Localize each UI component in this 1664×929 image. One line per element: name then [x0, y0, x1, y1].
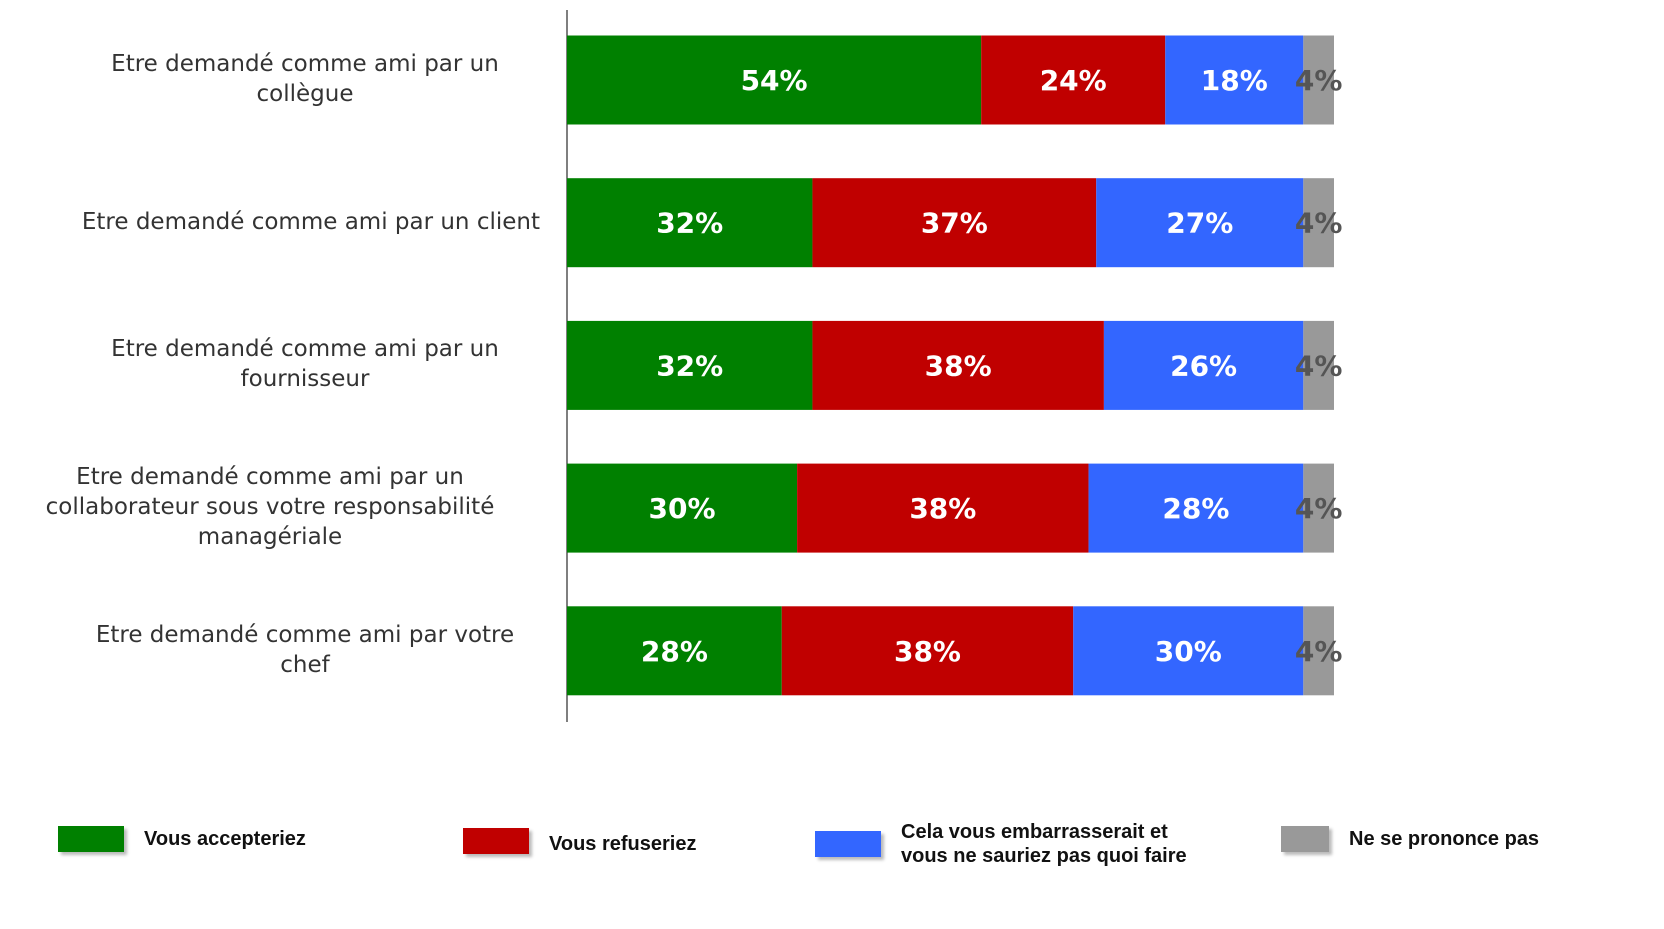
bar-segment [1303, 463, 1334, 553]
bar-segment [1103, 320, 1304, 410]
bar-segment [1303, 35, 1334, 125]
bar-segment [812, 320, 1104, 410]
value-label: 4% [1295, 64, 1343, 97]
bar-segment [781, 606, 1074, 696]
category-label: Etre demandé comme ami par votre chef [95, 621, 515, 678]
legend-item: Ne se prononce pas [1281, 826, 1539, 852]
value-label: 37% [921, 207, 988, 240]
bar-segment [567, 463, 798, 553]
value-label: 38% [925, 349, 992, 382]
category-label: Etre demandé comme ami par un collègue [111, 51, 499, 107]
legend-swatch [58, 826, 124, 852]
value-label: 18% [1201, 64, 1268, 97]
value-label: 32% [656, 207, 723, 240]
value-label: 4% [1295, 207, 1343, 240]
bar-segment [1303, 606, 1334, 696]
bar-segment [567, 320, 813, 410]
legend-label: Ne se prononce pas [1349, 828, 1540, 850]
value-label: 26% [1170, 349, 1237, 382]
value-label: 30% [649, 492, 716, 525]
legend-swatch [1281, 826, 1329, 852]
value-label: 28% [641, 635, 708, 668]
legend-item: Vous refuseriez [463, 826, 696, 856]
legend-label: Cela vous embarrasserait et vous ne saur… [901, 821, 1187, 867]
value-label: 30% [1155, 635, 1222, 668]
bar-segment [1303, 178, 1334, 268]
value-label: 28% [1162, 492, 1229, 525]
legend-swatch [463, 828, 529, 854]
bar-segment [1088, 463, 1304, 553]
bar-segment [1165, 35, 1304, 125]
bar-segment [1303, 320, 1334, 410]
legend-label: Vous refuseriez [549, 833, 697, 855]
value-label: 27% [1166, 207, 1233, 240]
legend-item: Cela vous embarrasserait et vous ne saur… [815, 820, 1211, 868]
legend-item: Vous accepteriez [58, 826, 306, 852]
bar-segment [812, 178, 1097, 268]
value-label: 4% [1295, 349, 1343, 382]
category-label: Etre demandé comme ami par un fournisseu… [111, 336, 499, 393]
bar-segment [567, 35, 982, 125]
legend-swatch [815, 831, 881, 857]
value-label: 38% [909, 492, 976, 525]
value-label: 4% [1295, 492, 1343, 525]
bar-segment [981, 35, 1166, 125]
value-label: 32% [656, 349, 723, 382]
bar-segment [567, 606, 782, 696]
value-label: 24% [1040, 64, 1107, 97]
bar-segment [1096, 178, 1304, 268]
value-label: 4% [1295, 635, 1343, 668]
value-label: 38% [894, 635, 961, 668]
value-label: 54% [741, 64, 808, 97]
category-label: Etre demandé comme ami par un client [81, 208, 540, 235]
legend-label: Vous accepteriez [144, 828, 306, 850]
bar-segment [797, 463, 1089, 553]
category-label: Etre demandé comme ami par un collaborat… [45, 464, 495, 551]
bar-segment [567, 178, 813, 268]
bar-segment [1073, 606, 1304, 696]
